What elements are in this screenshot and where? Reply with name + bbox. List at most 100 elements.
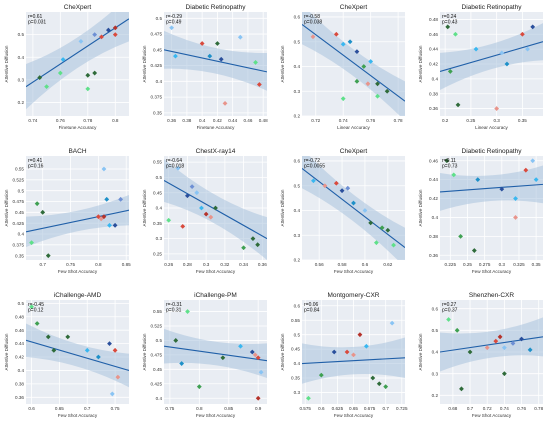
x-axis-label: Linear Accuracy — [475, 125, 508, 130]
data-point — [347, 39, 353, 45]
data-point — [237, 34, 243, 40]
stats-annotation: p=0.73 — [442, 164, 458, 170]
x-tick-label: 0.625 — [332, 406, 344, 411]
chart-panel: 0.72 0.74 0.76 0.78 0.2 0.3 0.4 0.5 0.6 CheXpert r… — [278, 2, 410, 138]
data-point — [199, 205, 204, 211]
x-axis-label: Finetune Accuracy — [197, 125, 235, 130]
data-point — [368, 220, 374, 226]
data-point — [354, 49, 360, 55]
x-tick-label: 0.75 — [165, 406, 174, 411]
y-tick-label: 0.5 — [18, 32, 25, 37]
x-tick-label: 0.575 — [299, 406, 311, 411]
data-point — [84, 347, 90, 353]
data-point — [361, 64, 367, 69]
data-point — [310, 34, 316, 40]
y-tick-label: 0.55 — [153, 309, 162, 314]
data-point — [115, 374, 121, 380]
y-tick-label: 0.36 — [15, 395, 24, 400]
scatter-chart: 0.68 0.7 0.72 0.74 0.76 0.78 0.2 0.3 0.4 0.5 0.6 Sh… — [418, 292, 544, 418]
stats-annotation: r=0.41 — [28, 158, 43, 164]
chart-panel: 0.7 0.75 0.8 0.85 0.35 0.375 0.4 0.425 0.45 0.475… — [2, 146, 134, 282]
data-point — [499, 50, 505, 56]
x-tick-label: 0.725 — [396, 406, 408, 411]
x-tick-label: 0.74 — [500, 406, 509, 411]
y-tick-label: 0.55 — [153, 160, 162, 165]
data-point — [215, 41, 220, 46]
x-tick-label: 0.7 — [84, 406, 91, 411]
data-point — [499, 186, 505, 192]
data-point — [340, 41, 346, 47]
y-tick-label: 0.5 — [294, 183, 301, 188]
stats-annotation: r=0.11 — [442, 158, 456, 164]
data-point — [241, 245, 246, 251]
scatter-chart: 0.6 0.65 0.7 0.75 0.36 0.38 0.4 0.42 0.44 0.46 0.4… — [4, 292, 129, 418]
data-point — [311, 178, 316, 184]
y-tick-label: 0.475 — [151, 32, 163, 37]
data-point — [208, 214, 214, 220]
x-tick-label: 0.78 — [534, 406, 543, 411]
x-axis-label: Linear Accuracy — [337, 125, 370, 130]
stats-annotation: r=0.27 — [442, 302, 457, 308]
confidence-band — [302, 12, 405, 116]
x-tick-label: 0.74 — [339, 118, 348, 123]
data-point — [385, 227, 391, 233]
y-tick-label: 0.5 — [18, 301, 25, 306]
data-point — [101, 166, 107, 172]
y-tick-label: 0.2 — [294, 114, 301, 119]
stats-annotation: p=0.12 — [28, 308, 44, 314]
data-point — [218, 56, 224, 62]
chart-title: Diabetic Retinopathy — [462, 148, 523, 155]
y-tick-label: 0.475 — [151, 352, 163, 357]
scatter-chart: 0.575 0.6 0.625 0.65 0.675 0.7 0.725 0.3 0.35 0.4… — [280, 292, 408, 418]
data-point — [459, 386, 464, 392]
y-tick-label: 0.6 — [294, 15, 301, 20]
y-tick-label: 0.2 — [294, 258, 301, 263]
data-point — [340, 96, 346, 102]
data-point — [199, 41, 205, 46]
data-point — [40, 209, 46, 215]
data-point — [467, 349, 473, 355]
y-tick-label: 0.375 — [13, 242, 25, 247]
y-tick-label: 0.35 — [153, 110, 162, 115]
y-axis-label: Attentive Diffusion — [142, 189, 147, 226]
data-point — [383, 384, 389, 390]
x-tick-label: 0.38 — [182, 118, 191, 123]
x-tick-label: 0.74 — [28, 118, 37, 123]
chart-title: Diabetic Retinopathy — [462, 4, 523, 11]
data-point — [196, 384, 202, 390]
x-axis-label: Few Shot Accuracy — [196, 269, 236, 274]
chart-title: ChestX-ray14 — [196, 148, 236, 155]
data-point — [173, 53, 178, 59]
regression-line — [26, 18, 129, 88]
data-point — [351, 352, 356, 358]
data-point — [368, 59, 374, 64]
data-point — [106, 27, 111, 33]
y-tick-label: 0.425 — [151, 63, 163, 68]
data-point — [322, 183, 328, 189]
data-point — [523, 167, 529, 173]
data-point — [333, 180, 339, 186]
y-tick-label: 0.45 — [153, 190, 162, 195]
y-tick-label: 0.4 — [294, 208, 301, 213]
y-tick-label: 0.375 — [151, 95, 163, 100]
scatter-chart: 0.225 0.25 0.275 0.3 0.325 0.35 0.36 0.38 0.4 0.4… — [418, 148, 543, 274]
data-point — [520, 31, 525, 37]
x-tick-label: 0.34 — [239, 262, 248, 267]
x-tick-label: 0.78 — [394, 118, 403, 123]
y-tick-label: 0.3 — [18, 77, 25, 82]
data-point — [375, 81, 380, 87]
x-tick-label: 0.25 — [463, 262, 472, 267]
data-point — [173, 338, 179, 343]
y-tick-label: 0.525 — [13, 177, 25, 182]
x-tick-label: 0.72 — [311, 118, 320, 123]
x-tick-label: 0.25 — [466, 118, 475, 123]
regression-line — [302, 23, 405, 102]
data-point — [471, 248, 477, 253]
stats-annotation: r=-0.64 — [166, 158, 182, 164]
x-tick-label: 0.76 — [56, 118, 65, 123]
data-point — [454, 327, 460, 333]
y-tick-label: 0.5 — [432, 328, 439, 333]
y-tick-label: 0.38 — [429, 234, 438, 239]
y-axis-label: Attentive Diffusion — [280, 189, 285, 226]
y-tick-label: 0.45 — [153, 47, 162, 52]
